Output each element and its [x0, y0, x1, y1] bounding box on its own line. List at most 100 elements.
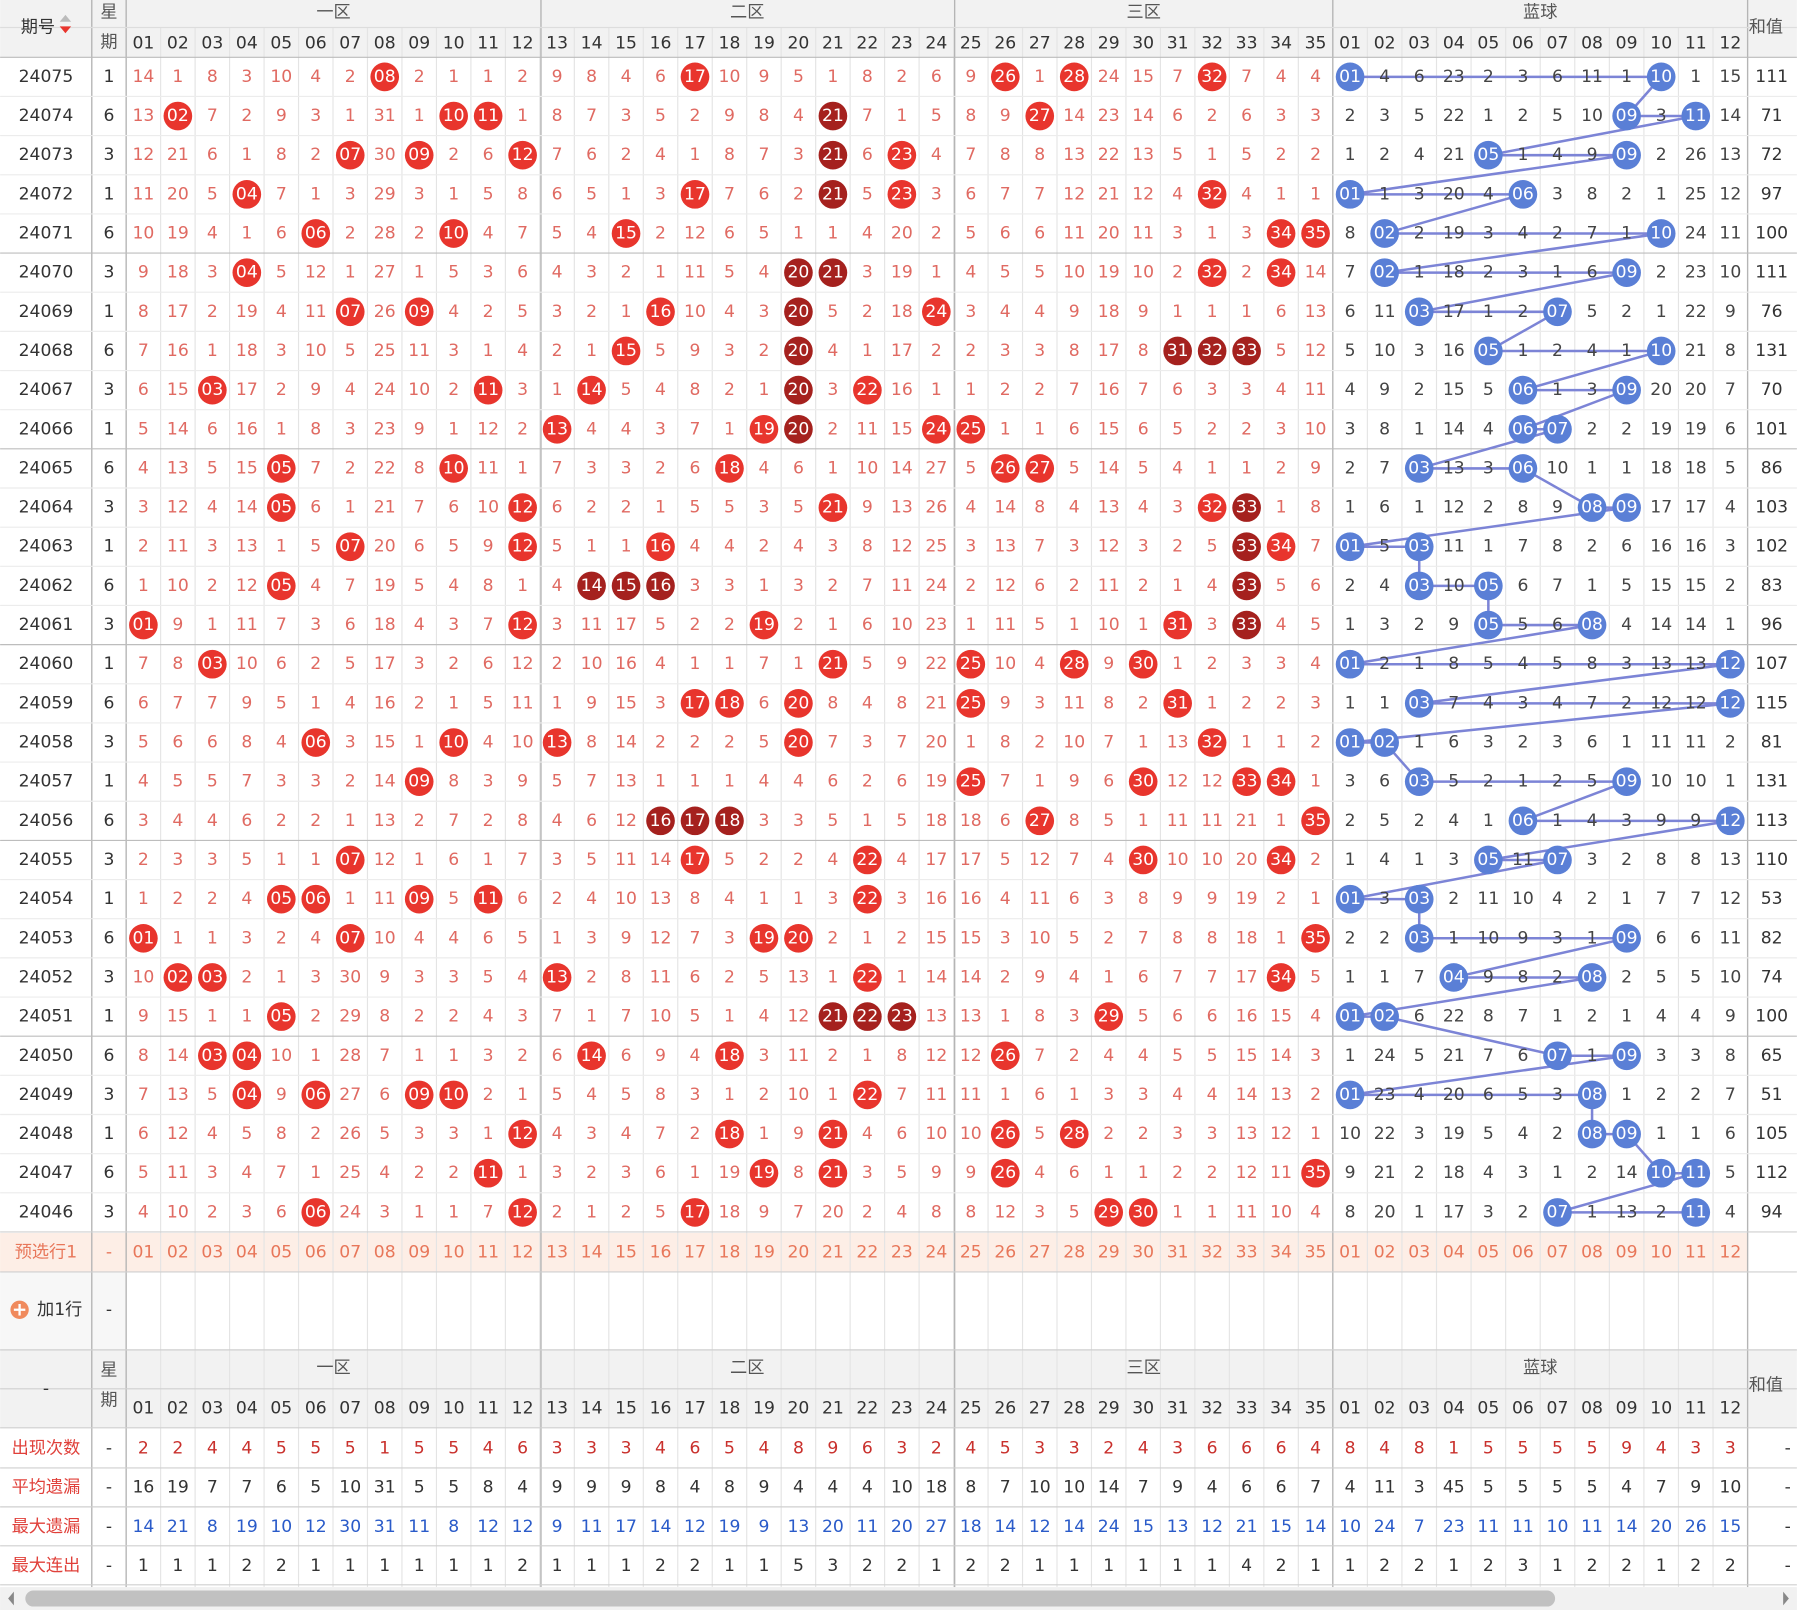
column-number: 26 — [994, 1398, 1016, 1418]
miss-count: 14 — [1305, 263, 1327, 283]
hit-number: 07 — [1547, 1046, 1569, 1066]
miss-count: 7 — [552, 458, 563, 478]
miss-count: 13 — [1616, 1202, 1638, 1222]
stat-value: 2 — [1000, 1556, 1011, 1576]
column-number: 16 — [650, 1398, 672, 1418]
preselect-number: 29 — [1098, 1242, 1120, 1262]
miss-count: 3 — [1138, 537, 1149, 557]
miss-count: 9 — [621, 928, 632, 948]
miss-count: 4 — [138, 772, 149, 792]
column-number: 17 — [684, 1398, 706, 1418]
miss-count: 7 — [517, 850, 528, 870]
miss-count: 6 — [758, 693, 769, 713]
sum: 115 — [1755, 693, 1788, 713]
hit-number: 32 — [1201, 67, 1223, 87]
miss-count: 4 — [276, 733, 287, 753]
miss-count: 2 — [414, 1007, 425, 1027]
hit-number: 07 — [339, 537, 361, 557]
miss-count: 5 — [1103, 811, 1114, 831]
preselect-number: 11 — [1685, 1242, 1707, 1262]
hit-ball — [129, 610, 158, 640]
miss-count: 3 — [1069, 537, 1080, 557]
miss-count: 7 — [1138, 380, 1149, 400]
hit-ball — [715, 1041, 744, 1071]
miss-count: 1 — [483, 341, 494, 361]
scrollbar-thumb[interactable] — [25, 1590, 1556, 1607]
hit-number: 17 — [684, 693, 706, 713]
preselect-number: 08 — [1581, 1242, 1603, 1262]
miss-count: 10 — [1167, 850, 1189, 870]
miss-count: 4 — [1103, 1046, 1114, 1066]
stat-value: 11 — [1374, 1478, 1396, 1498]
miss-count: 11 — [615, 850, 637, 870]
hit-ball — [1266, 532, 1296, 562]
sort-down[interactable] — [59, 26, 72, 34]
hit-number: 12 — [512, 537, 534, 557]
miss-count: 1 — [1690, 67, 1701, 87]
miss-count: 2 — [1034, 380, 1045, 400]
miss-count: 10 — [1339, 1124, 1361, 1144]
miss-count: 1 — [793, 654, 804, 674]
miss-count: 7 — [172, 693, 183, 713]
miss-count: 7 — [1069, 380, 1080, 400]
scroll-right[interactable] — [1783, 1591, 1789, 1606]
hit-number: 17 — [684, 1202, 706, 1222]
miss-count: 1 — [1725, 615, 1736, 635]
miss-count: 4 — [1069, 498, 1080, 518]
miss-count: 6 — [207, 145, 218, 165]
miss-count: 2 — [414, 811, 425, 831]
miss-count: 3 — [448, 1124, 459, 1144]
miss-count: 3 — [552, 850, 563, 870]
miss-count: 10 — [925, 1124, 947, 1144]
miss-count: 8 — [483, 576, 494, 596]
miss-count: 7 — [1138, 928, 1149, 948]
miss-count: 5 — [931, 106, 942, 126]
miss-count: 4 — [138, 458, 149, 478]
miss-count: 5 — [724, 850, 735, 870]
miss-count: 5 — [1345, 341, 1356, 361]
miss-count: 9 — [724, 106, 735, 126]
miss-count: 17 — [1098, 341, 1120, 361]
sort-up[interactable] — [59, 14, 72, 22]
miss-count: 8 — [931, 1202, 942, 1222]
column-number: 30 — [1132, 34, 1154, 54]
sum: 83 — [1761, 576, 1783, 596]
sum: 107 — [1755, 654, 1788, 674]
miss-count: 9 — [1448, 615, 1459, 635]
miss-count: 7 — [1034, 184, 1045, 204]
stat-value: 5 — [310, 1478, 321, 1498]
miss-count: 6 — [1103, 772, 1114, 792]
miss-count: 8 — [896, 693, 907, 713]
miss-count: 6 — [483, 654, 494, 674]
column-number: 11 — [1685, 34, 1707, 54]
hit-number: 03 — [1408, 537, 1430, 557]
miss-count: 5 — [241, 1124, 252, 1144]
miss-count: 3 — [1207, 380, 1218, 400]
miss-count: 12 — [1443, 498, 1465, 518]
hit-ball — [1059, 1119, 1089, 1149]
hit-ball — [680, 689, 710, 718]
stat-value: 6 — [1241, 1478, 1252, 1498]
trend-line — [1349, 75, 1731, 1214]
column-number: 09 — [408, 34, 430, 54]
hit-number: 05 — [1477, 576, 1499, 596]
miss-count: 2 — [758, 341, 769, 361]
miss-count: 2 — [1379, 145, 1390, 165]
stat-value: 1 — [1345, 1556, 1356, 1576]
hit-ball — [1301, 1158, 1330, 1188]
hit-ball — [1370, 728, 1399, 757]
miss-count: 1 — [310, 1163, 321, 1183]
miss-count: 4 — [586, 223, 597, 243]
miss-count: 1 — [896, 967, 907, 987]
miss-count: 2 — [1172, 1163, 1183, 1183]
miss-count: 1 — [1587, 1202, 1598, 1222]
miss-count: 11 — [167, 537, 189, 557]
miss-count: 5 — [965, 223, 976, 243]
column-number: 10 — [443, 34, 465, 54]
hit-number: 26 — [994, 67, 1016, 87]
miss-count: 2 — [793, 184, 804, 204]
scroll-left[interactable] — [8, 1591, 14, 1606]
week: 1 — [104, 302, 115, 322]
miss-count: 13 — [374, 811, 396, 831]
